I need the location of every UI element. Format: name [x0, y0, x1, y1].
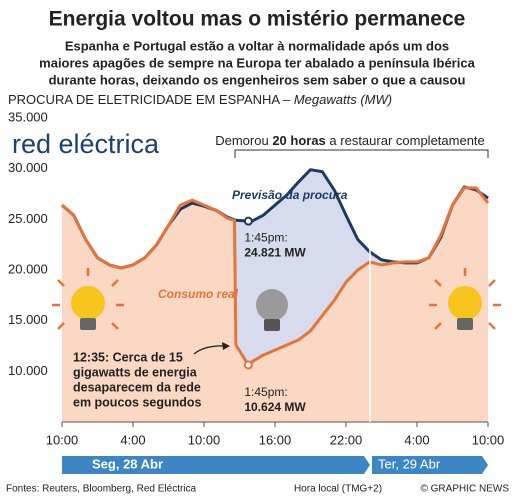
axis-title-text: PROCURA DE ELETRICIDADE EM ESPANHA – [8, 92, 291, 107]
restore-note-bold: 20 horas [272, 133, 325, 148]
day-label: Ter, 29 Abr [378, 456, 441, 471]
y-tick-label: 30.000 [8, 160, 48, 175]
x-tick-label: 10:00 [46, 432, 79, 447]
series-label: Previsão da procura [232, 188, 348, 202]
drop-note: 12:35: Cerca de 15 [73, 350, 183, 364]
point-time: 1:45pm: [244, 230, 287, 244]
area [62, 187, 488, 422]
y-tick-label: 35.000 [8, 109, 48, 124]
x-tick-label: 4:00 [404, 432, 429, 447]
y-tick-label: 25.000 [8, 211, 48, 226]
subtitle: maiores apagões de sempre na Europa ter … [39, 55, 475, 70]
point-label: 10.624 MW [244, 400, 306, 414]
bracket [234, 149, 489, 158]
drop-note: gigawatts de energia [73, 365, 198, 379]
point-label: 24.821 MW [244, 245, 306, 259]
drop-note: em poucos segundos [73, 395, 202, 409]
x-tick-label: 22:00 [330, 432, 363, 447]
bulb-off [256, 289, 288, 331]
x-tick-label: 4:00 [120, 432, 145, 447]
point-marker [243, 360, 253, 370]
x-tick-label: 10:00 [188, 432, 221, 447]
unit: Megawatts (MW) [294, 92, 392, 107]
restore-note-text: a restaurar completamente [329, 133, 484, 148]
day-bar [372, 456, 488, 474]
y-tick-label: 15.000 [8, 312, 48, 327]
axis-title: PROCURA DE ELETRICIDADE EM ESPANHA – Meg… [8, 92, 392, 107]
drop-note: desaparecem da rede [73, 380, 201, 394]
drop-arrowhead [222, 342, 230, 350]
restore-note: Demorou 20 horas a restaurar completamen… [215, 133, 485, 148]
logo: red eléctrica [12, 129, 160, 159]
sources: Fontes: Reuters, Bloomberg, Red Eléctric… [6, 484, 197, 495]
y-tick-label: 20.000 [8, 261, 48, 276]
subtitle: durante horas, deixando os engenheiros s… [49, 72, 466, 87]
y-tick-label: 10.000 [8, 363, 48, 378]
x-tick-label: 10:00 [472, 432, 505, 447]
credit: © GRAPHIC NEWS [421, 484, 510, 495]
series-line [61, 186, 490, 367]
day-bar [62, 456, 370, 474]
subtitle: Espanha e Portugal estão a voltar à norm… [65, 38, 449, 53]
time-note: Hora local (TMG+2) [294, 484, 382, 495]
bulb-left [52, 268, 124, 330]
bulb-right [429, 268, 501, 330]
x-tick-label: 16:00 [259, 432, 292, 447]
series-label: Consumo real [158, 287, 239, 301]
day-label: Seg, 28 Abr [92, 456, 163, 471]
chart-title: Energia voltou mas o mistério permanece [49, 8, 466, 31]
point-time: 1:45pm: [244, 385, 287, 399]
point-marker [243, 216, 253, 226]
restore-note-text: Demorou [215, 133, 268, 148]
